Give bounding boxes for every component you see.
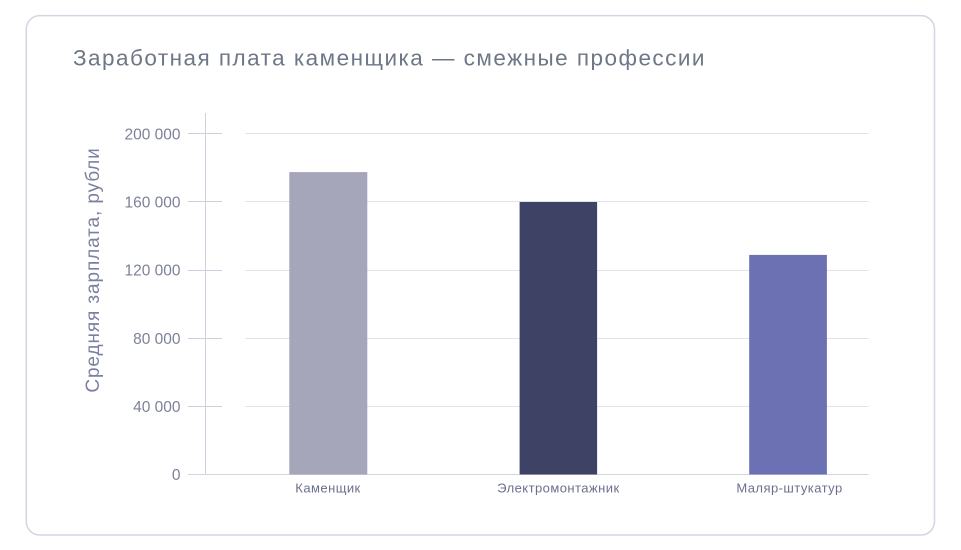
svg-text:80 000: 80 000 (133, 331, 181, 348)
svg-text:200 000: 200 000 (124, 126, 180, 143)
svg-text:Средняя зарплата, рубли: Средняя зарплата, рубли (83, 147, 104, 392)
svg-text:Электромонтажник: Электромонтажник (497, 480, 619, 495)
svg-text:40 000: 40 000 (133, 399, 181, 416)
svg-text:120 000: 120 000 (124, 263, 180, 280)
svg-text:Заработная плата каменщика — с: Заработная плата каменщика — смежные про… (73, 46, 706, 71)
svg-text:0: 0 (172, 467, 181, 484)
svg-text:Каменщик: Каменщик (295, 480, 360, 495)
svg-text:160 000: 160 000 (124, 195, 180, 212)
svg-text:Маляр-штукатур: Маляр-штукатур (736, 480, 842, 495)
